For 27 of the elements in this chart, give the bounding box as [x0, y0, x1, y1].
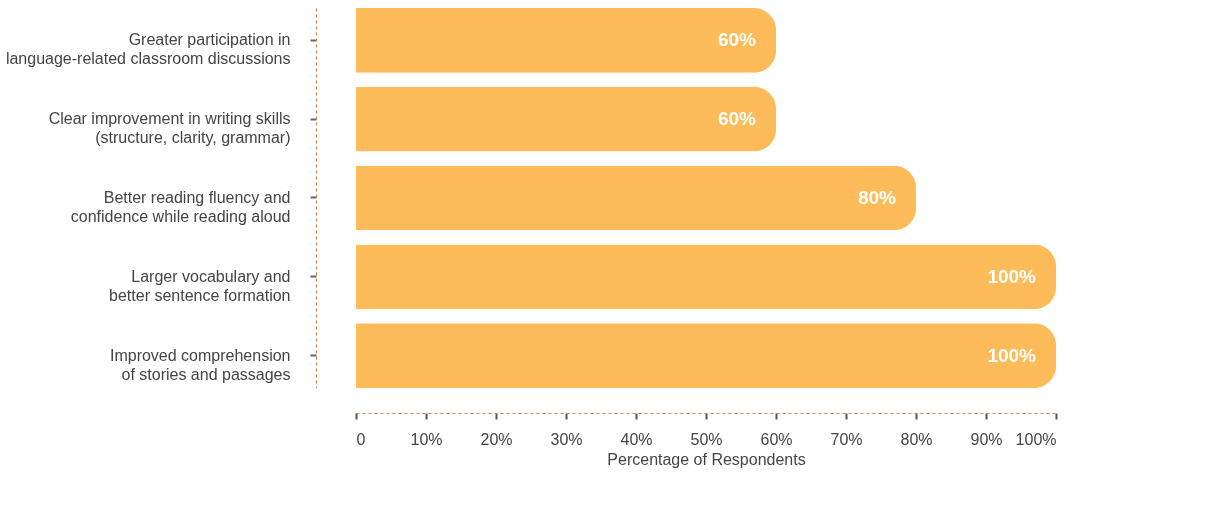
data-label: 100% [987, 344, 1037, 366]
x-tick-label: 100% [1015, 430, 1057, 448]
x-tick-label: 60% [760, 430, 793, 448]
y-tick-label: Better reading fluency and confidence while reading aloud [70, 189, 291, 225]
x-tick-label: 40% [620, 430, 653, 448]
data-label: 100% [987, 265, 1037, 287]
x-axis-title: Percentage of Respondents [607, 450, 806, 468]
data-label: 60% [717, 29, 757, 51]
x-tick-label: 90% [970, 430, 1003, 448]
x-tick-label: 70% [830, 430, 863, 448]
x-tick-label: 30% [550, 430, 583, 448]
data-label: 80% [857, 187, 897, 208]
bar [356, 86, 776, 152]
x-tick-label: 0 [356, 430, 366, 448]
bar [356, 8, 776, 73]
x-tick-label: 20% [480, 430, 513, 448]
data-label: 60% [717, 108, 757, 130]
y-tick-label: Larger vocabulary and better sentence formation [109, 267, 291, 304]
bar [356, 244, 1056, 310]
x-tick-label: 10% [410, 430, 443, 448]
y-tick-label: Greater participation in language-related classroom discussions [5, 31, 291, 68]
x-tick-label: 50% [690, 430, 723, 448]
x-tick-label: 80% [900, 430, 933, 448]
y-tick-label: Improved comprehension of stories and passages [109, 346, 291, 383]
bar [356, 323, 1056, 388]
y-tick-label: Clear improvement in writing skills (structure, clarity, grammar) [48, 110, 291, 147]
bar [356, 165, 916, 231]
